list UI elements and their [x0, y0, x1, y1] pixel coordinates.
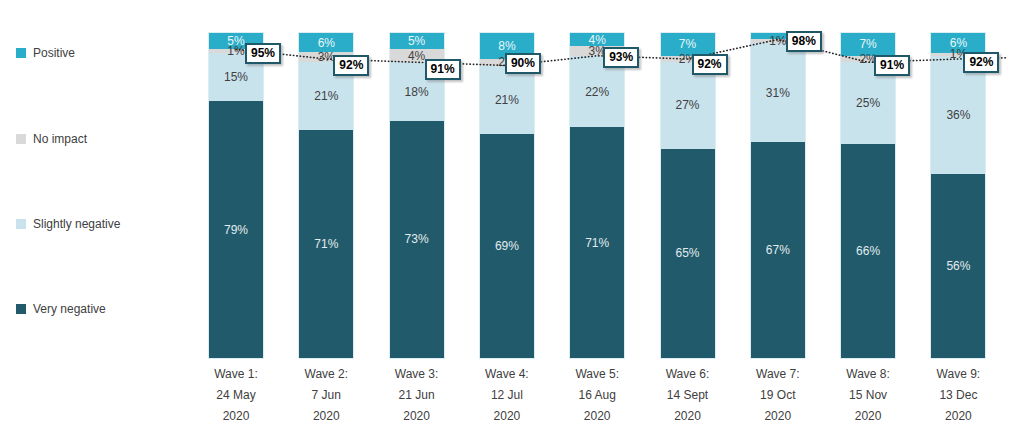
chart-canvas: PositiveNo impactSlightly negativeVery n…	[0, 0, 1012, 444]
line-value-callout: 92%	[963, 52, 999, 73]
line-value-callout: 92%	[333, 55, 369, 76]
line-value-callout: 92%	[692, 54, 728, 75]
line-value-callout: 93%	[603, 47, 639, 68]
line-value-callout: 95%	[245, 43, 281, 64]
line-value-callout: 90%	[505, 53, 541, 74]
line-value-callout: 91%	[874, 55, 910, 76]
line-value-callout: 98%	[786, 31, 822, 52]
line-value-callout: 91%	[425, 59, 461, 80]
